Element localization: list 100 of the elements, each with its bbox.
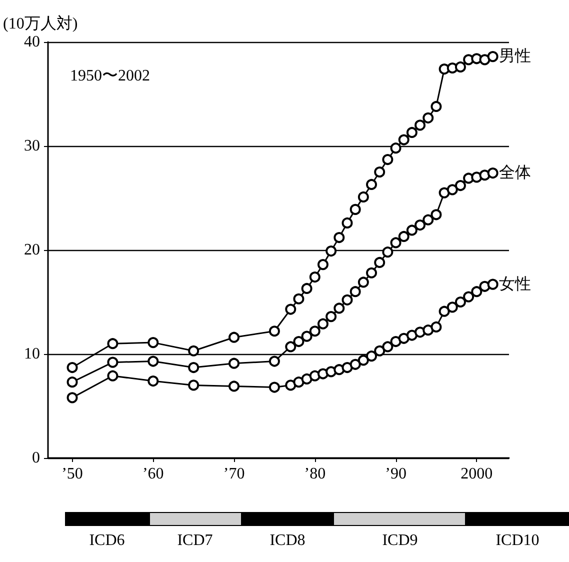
point	[66, 392, 78, 404]
point	[228, 332, 240, 343]
point	[390, 142, 402, 154]
point	[334, 364, 345, 376]
series-label: 全体	[498, 164, 531, 182]
point	[374, 166, 386, 178]
text: ICD8	[268, 532, 306, 550]
point	[334, 232, 345, 244]
point	[148, 356, 159, 367]
point	[487, 278, 498, 290]
y-tick-label: 10	[24, 346, 40, 362]
text: ICD7	[176, 532, 214, 550]
text: ICD10	[494, 532, 540, 550]
point	[309, 272, 320, 283]
point	[471, 286, 482, 298]
point	[430, 100, 442, 112]
point	[350, 358, 361, 370]
point	[422, 214, 434, 226]
point	[438, 187, 450, 198]
point	[342, 217, 353, 228]
point	[398, 332, 410, 344]
point	[107, 338, 118, 350]
point	[285, 380, 296, 391]
point	[66, 362, 78, 374]
point	[454, 296, 466, 308]
point	[342, 362, 353, 374]
point	[228, 380, 240, 392]
point	[358, 191, 369, 202]
point	[301, 282, 312, 294]
text: ICD6	[88, 532, 126, 550]
y-tick-label: 30	[24, 138, 40, 154]
point	[293, 336, 304, 348]
point	[334, 302, 345, 314]
point	[342, 294, 353, 306]
point	[268, 382, 280, 393]
point	[487, 168, 498, 179]
point	[366, 267, 378, 278]
point	[301, 373, 312, 384]
point	[148, 337, 159, 348]
point	[454, 61, 466, 72]
point	[406, 224, 418, 236]
point	[406, 330, 418, 341]
point	[446, 302, 458, 313]
point	[358, 276, 369, 288]
point	[293, 376, 304, 388]
point	[374, 256, 386, 268]
point	[398, 230, 410, 242]
point	[285, 304, 296, 315]
point	[148, 376, 159, 387]
point	[374, 345, 386, 356]
point	[422, 112, 434, 124]
point	[317, 259, 328, 270]
point	[479, 54, 490, 66]
point	[454, 180, 466, 192]
point	[301, 330, 312, 342]
x-tick-label: ’60	[142, 466, 164, 482]
point	[326, 246, 337, 257]
point	[398, 134, 410, 146]
point	[268, 356, 280, 367]
point	[446, 184, 458, 196]
point	[382, 154, 394, 166]
point	[188, 345, 200, 356]
x-tick-label: ’50	[62, 466, 83, 482]
point	[350, 286, 361, 298]
point	[309, 326, 320, 337]
point	[430, 209, 442, 220]
point	[285, 341, 296, 352]
y-axis-title: (10万人対)	[3, 14, 78, 32]
point	[228, 358, 240, 369]
point	[358, 354, 369, 366]
annotation: 1950〜2002	[70, 68, 150, 84]
x-tick-label: 2000	[460, 466, 493, 482]
point	[366, 178, 378, 190]
x-tick-label: ’90	[385, 466, 406, 482]
x-tick-label: ’80	[304, 466, 326, 482]
point	[406, 126, 418, 138]
point	[487, 51, 498, 62]
point	[422, 324, 434, 336]
point	[293, 293, 304, 304]
series-label: 男性	[498, 48, 531, 66]
point	[350, 204, 361, 215]
point	[366, 350, 378, 362]
point	[414, 120, 426, 131]
point	[107, 356, 118, 368]
point	[188, 362, 200, 374]
point	[414, 220, 426, 231]
point	[188, 380, 200, 391]
point	[326, 311, 337, 322]
series-label: 女性	[498, 276, 531, 293]
y-tick-label: 40	[24, 34, 40, 50]
point	[317, 318, 328, 330]
point	[107, 370, 118, 382]
y-tick-label: 0	[32, 450, 40, 466]
point	[268, 326, 280, 337]
point	[382, 246, 394, 258]
point	[438, 306, 450, 317]
point	[66, 376, 78, 388]
text: ICD9	[381, 532, 419, 550]
point	[463, 291, 474, 302]
x-tick-label: ’70	[223, 466, 245, 482]
